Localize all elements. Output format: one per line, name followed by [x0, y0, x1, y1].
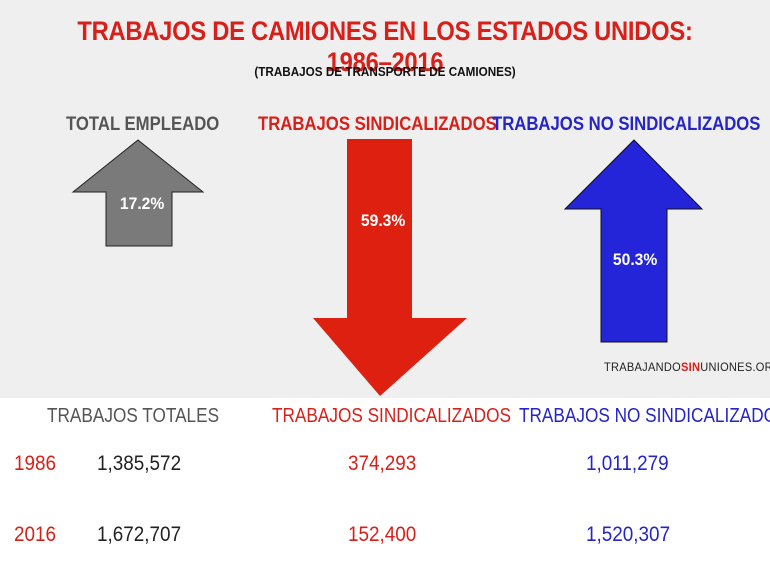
- arrows-canvas: [71, 139, 704, 396]
- credit-suffix: UNIONES.ORG: [700, 360, 770, 374]
- table-cell-total: 1,385,572: [97, 452, 182, 475]
- source-credit: TRABAJANDOSINUNIONES.ORG: [604, 360, 770, 374]
- table-cell-nonunion: 1,011,279: [586, 452, 669, 475]
- row-year: 1986: [14, 452, 57, 475]
- indicator-label-union: TRABAJOS SINDICALIZADOS: [258, 114, 497, 135]
- column-header-total: TRABAJOS TOTALES: [47, 405, 220, 427]
- table-cell-union: 152,400: [348, 523, 417, 546]
- arrow-up-icon: [71, 139, 205, 247]
- page-subtitle: (TRABAJOS DE TRANSPORTE DE CAMIONES): [254, 64, 516, 79]
- column-header-nonunion: TRABAJOS NO SINDICALIZADOS: [519, 405, 770, 427]
- credit-middle: SIN: [680, 360, 701, 374]
- page-title: TRABAJOS DE CAMIONES EN LOS ESTADOS UNID…: [77, 16, 693, 77]
- arrow-down-icon: [313, 139, 467, 396]
- indicator-value-total: 17.2%: [119, 194, 165, 213]
- table-cell-total: 1,672,707: [97, 523, 182, 546]
- table-cell-union: 374,293: [348, 452, 417, 475]
- table-cell-nonunion: 1,520,307: [586, 523, 671, 546]
- indicator-label-nonunion: TRABAJOS NO SINDICALIZADOS: [492, 114, 761, 135]
- indicator-label-total: TOTAL EMPLEADO: [66, 114, 220, 135]
- arrow-up-icon: [563, 139, 704, 343]
- indicator-value-union: 59.3%: [360, 211, 406, 230]
- indicator-value-nonunion: 50.3%: [612, 250, 658, 269]
- credit-prefix: TRABAJANDO: [604, 360, 681, 374]
- row-year: 2016: [14, 523, 57, 546]
- column-header-union: TRABAJOS SINDICALIZADOS: [272, 405, 511, 427]
